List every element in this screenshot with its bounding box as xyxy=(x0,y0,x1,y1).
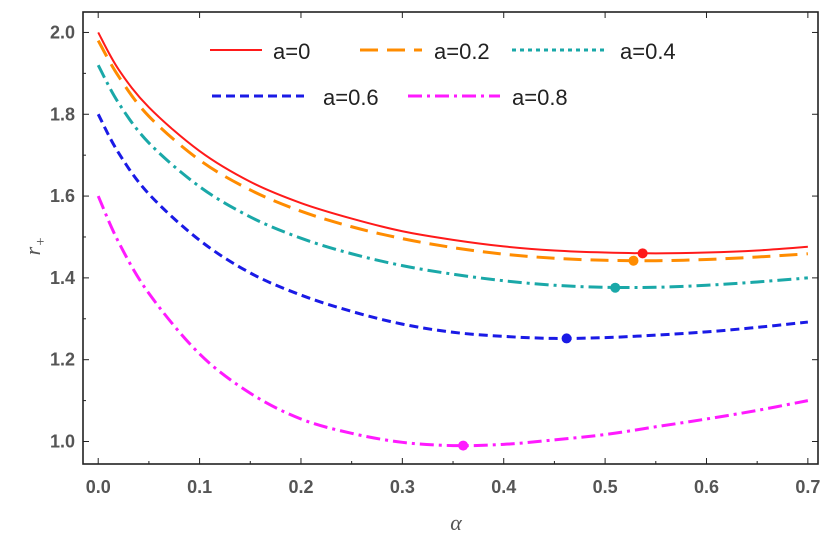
min-point-marker-3 xyxy=(561,333,572,344)
legend-label-2: a=0.4 xyxy=(620,39,676,64)
y-axis-label: r+ xyxy=(20,237,49,256)
legend-label-4: a=0.8 xyxy=(512,85,568,110)
x-tick-label: 0.2 xyxy=(288,477,313,497)
x-tick-label: 0.0 xyxy=(86,477,111,497)
x-tick-label: 0.5 xyxy=(593,477,618,497)
legend: a=0 a=0.2 a=0.4 a=0.6 a=0.8 xyxy=(210,39,676,110)
x-tick-label: 0.4 xyxy=(491,477,516,497)
x-axis-label: α xyxy=(450,510,462,535)
y-axis-label-main: r xyxy=(20,246,45,255)
min-point-marker-4 xyxy=(458,440,469,451)
legend-label-3: a=0.6 xyxy=(323,85,379,110)
x-tick-label: 0.7 xyxy=(795,477,820,497)
x-tick-label: 0.3 xyxy=(390,477,415,497)
legend-label-1: a=0.2 xyxy=(434,39,490,64)
y-tick-label: 2.0 xyxy=(50,22,75,42)
svg-text:r+: r+ xyxy=(20,237,49,256)
y-tick-label: 1.2 xyxy=(50,350,75,370)
y-tick-label: 1.4 xyxy=(50,268,75,288)
min-point-marker-0 xyxy=(637,248,648,259)
legend-label-0: a=0 xyxy=(273,39,310,64)
y-tick-label: 1.6 xyxy=(50,186,75,206)
axis-ticks: 0.0 0.1 0.2 0.3 0.4 0.5 0.6 0.7 1.0 1.2 1.4 1.6 1.8 2… xyxy=(50,12,820,497)
curves xyxy=(96,31,809,448)
x-tick-label: 0.6 xyxy=(694,477,719,497)
y-tick-label: 1.8 xyxy=(50,104,75,124)
y-axis-label-sub: + xyxy=(33,237,49,247)
plot-border xyxy=(82,11,819,465)
min-point-marker-1 xyxy=(628,255,639,266)
y-tick-label: 1.0 xyxy=(50,432,75,452)
series-line-0 xyxy=(97,31,808,255)
min-point-marker-2 xyxy=(610,282,621,293)
series-line-3 xyxy=(96,113,809,340)
x-tick-label: 0.1 xyxy=(187,477,212,497)
plot-frame xyxy=(82,11,819,465)
series-line-1 xyxy=(96,39,808,263)
series-line-2 xyxy=(96,64,808,290)
series-line-4 xyxy=(96,195,809,448)
min-markers xyxy=(458,248,648,451)
